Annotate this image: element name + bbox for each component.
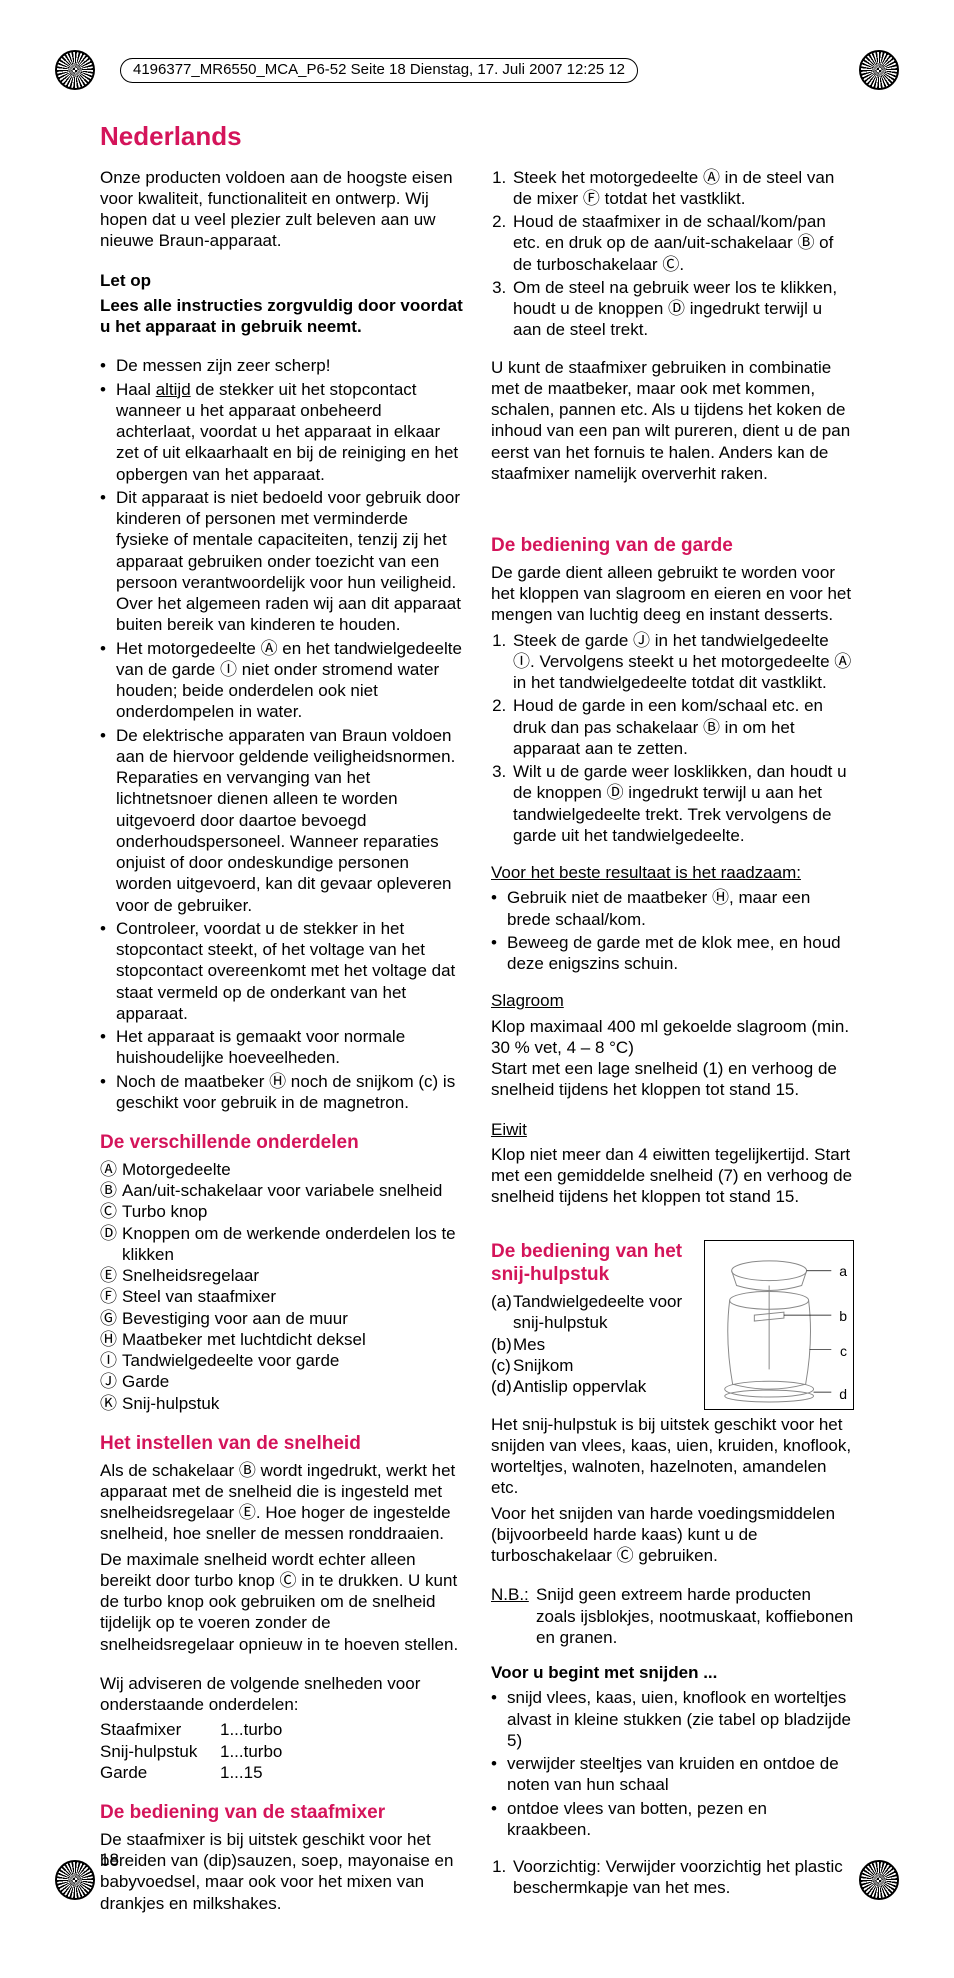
speed-advice: Wij adviseren de volgende snelheden voor… <box>100 1673 463 1716</box>
staafmixer-steps: Steek het motorgedeelte Ⓐ in de steel va… <box>491 167 854 341</box>
parts-item: ⒽMaatbeker met luchtdicht deksel <box>100 1329 463 1350</box>
list-item: Steek de garde Ⓙ in het tandwielgedeelte… <box>511 630 854 694</box>
column-right: Steek het motorgedeelte Ⓐ in de steel va… <box>491 167 854 1918</box>
column-left: Onze producten voldoen aan de hoogste ei… <box>100 167 463 1918</box>
parts-item: ⒼBevestiging voor aan de muur <box>100 1308 463 1329</box>
list-item: verwijder steeltjes van kruiden en ontdo… <box>491 1753 854 1796</box>
parts-list: ⒶMotorgedeelteⒷAan/uit-schakelaar voor v… <box>100 1159 463 1414</box>
speed-title: Het instellen van de snelheid <box>100 1432 463 1456</box>
list-item: Voorzichtig: Verwijder voorzichtig het p… <box>511 1856 854 1899</box>
voor-title: Voor u begint met snijden ... <box>491 1662 854 1683</box>
eiwit-heading: Eiwit <box>491 1119 854 1140</box>
snij-part-item: (a)Tandwielgedeelte voor snij-hulpstuk <box>491 1291 854 1334</box>
list-item: Beweeg de garde met de klok mee, en houd… <box>491 932 854 975</box>
parts-item: ⒺSnelheidsregelaar <box>100 1265 463 1286</box>
list-item: Noch de maatbeker Ⓗ noch de snijkom (c) … <box>100 1071 463 1114</box>
parts-item: ⒷAan/uit-schakelaar voor variabele snelh… <box>100 1180 463 1201</box>
crop-mark-tr <box>859 50 899 90</box>
parts-title: De verschillende onderdelen <box>100 1131 463 1155</box>
snij-p1: Het snij-hulpstuk is bij uitstek geschik… <box>491 1414 854 1499</box>
list-item: Het apparaat is gemaakt voor normale hui… <box>100 1026 463 1069</box>
staafmixer-p: De staafmixer is bij uitstek geschikt vo… <box>100 1829 463 1914</box>
list-item: De elektrische apparaten van Braun voldo… <box>100 725 463 916</box>
header-metadata: 4196377_MR6550_MCA_P6-52 Seite 18 Dienst… <box>120 58 638 83</box>
crop-mark-br <box>859 1860 899 1900</box>
snij-part-item: (d)Antislip oppervlak <box>491 1376 854 1397</box>
list-item: Haal altijd de stekker uit het stopconta… <box>100 379 463 485</box>
list-item: snijd vlees, kaas, uien, knoflook en wor… <box>491 1687 854 1751</box>
page-number: 18 <box>100 1849 119 1870</box>
nb-text: Snijd geen extreem harde producten zoals… <box>536 1584 854 1648</box>
slagroom-p: Klop maximaal 400 ml gekoelde slagroom (… <box>491 1016 854 1101</box>
crop-mark-bl <box>55 1860 95 1900</box>
garde-intro: De garde dient alleen gebruikt te worden… <box>491 562 854 626</box>
parts-item: ⓀSnij-hulpstuk <box>100 1393 463 1414</box>
list-item: Steek het motorgedeelte Ⓐ in de steel va… <box>511 167 854 210</box>
content-columns: Onze producten voldoen aan de hoogste ei… <box>100 167 854 1918</box>
intro-paragraph: Onze producten voldoen aan de hoogste ei… <box>100 167 463 252</box>
list-item: ontdoe vlees van botten, pezen en kraakb… <box>491 1798 854 1841</box>
final-steps: Voorzichtig: Verwijder voorzichtig het p… <box>491 1856 854 1899</box>
list-item: Wilt u de garde weer losklikken, dan hou… <box>511 761 854 846</box>
parts-item: ⒸTurbo knop <box>100 1201 463 1222</box>
crop-mark-tl <box>55 50 95 90</box>
garde-steps: Steek de garde Ⓙ in het tandwielgedeelte… <box>491 630 854 847</box>
list-item: Gebruik niet de maatbeker Ⓗ, maar een br… <box>491 887 854 930</box>
nb-row: N.B.: Snijd geen extreem harde producten… <box>491 1584 854 1648</box>
speed-row: Garde1...15 <box>100 1762 463 1783</box>
parts-item: ⒻSteel van staafmixer <box>100 1286 463 1307</box>
snij-part-item: (c)Snijkom <box>491 1355 854 1376</box>
parts-item: ⒶMotorgedeelte <box>100 1159 463 1180</box>
speed-p2: De maximale snelheid wordt echter alleen… <box>100 1549 463 1655</box>
nb-label: N.B.: <box>491 1584 536 1648</box>
parts-item: ⒾTandwielgedeelte voor garde <box>100 1350 463 1371</box>
diagram-label-a: a <box>839 1263 847 1281</box>
list-item: Om de steel na gebruik weer los te klikk… <box>511 277 854 341</box>
best-result-heading: Voor het beste resultaat is het raadzaam… <box>491 862 854 883</box>
list-item: Houd de garde in een kom/schaal etc. en … <box>511 695 854 759</box>
speed-p1: Als de schakelaar Ⓑ wordt ingedrukt, wer… <box>100 1460 463 1545</box>
let-op-subtitle: Lees alle instructies zorgvuldig door vo… <box>100 295 463 338</box>
best-result-list: Gebruik niet de maatbeker Ⓗ, maar een br… <box>491 887 854 974</box>
list-item: Het motorgedeelte Ⓐ en het tandwielgedee… <box>100 638 463 723</box>
parts-item: ⒿGarde <box>100 1371 463 1392</box>
speed-table: Staafmixer1...turboSnij-hulpstuk1...turb… <box>100 1719 463 1783</box>
speed-row: Staafmixer1...turbo <box>100 1719 463 1740</box>
garde-title: De bediening van de garde <box>491 534 854 558</box>
let-op-heading: Let op <box>100 270 463 291</box>
slagroom-heading: Slagroom <box>491 990 854 1011</box>
list-item: De messen zijn zeer scherp! <box>100 355 463 376</box>
list-item: Houd de staafmixer in de schaal/kom/pan … <box>511 211 854 275</box>
snij-parts-list: (a)Tandwielgedeelte voor snij-hulpstuk(b… <box>491 1291 854 1397</box>
staafmixer-note: U kunt de staafmixer gebruiken in combin… <box>491 357 854 485</box>
parts-item: ⒹKnoppen om de werkende onderdelen los t… <box>100 1223 463 1266</box>
page-title: Nederlands <box>100 120 854 153</box>
staafmixer-title: De bediening van de staafmixer <box>100 1801 463 1825</box>
snij-part-item: (b)Mes <box>491 1334 854 1355</box>
list-item: Dit apparaat is niet bedoeld voor gebrui… <box>100 487 463 636</box>
voor-list: snijd vlees, kaas, uien, knoflook en wor… <box>491 1687 854 1840</box>
eiwit-p: Klop niet meer dan 4 eiwitten tegelijker… <box>491 1144 854 1208</box>
warnings-list: De messen zijn zeer scherp! Haal altijd d… <box>100 355 463 1113</box>
list-item: Controleer, voordat u de stekker in het … <box>100 918 463 1024</box>
speed-row: Snij-hulpstuk1...turbo <box>100 1741 463 1762</box>
snij-p2: Voor het snijden van harde voedingsmidde… <box>491 1503 854 1567</box>
